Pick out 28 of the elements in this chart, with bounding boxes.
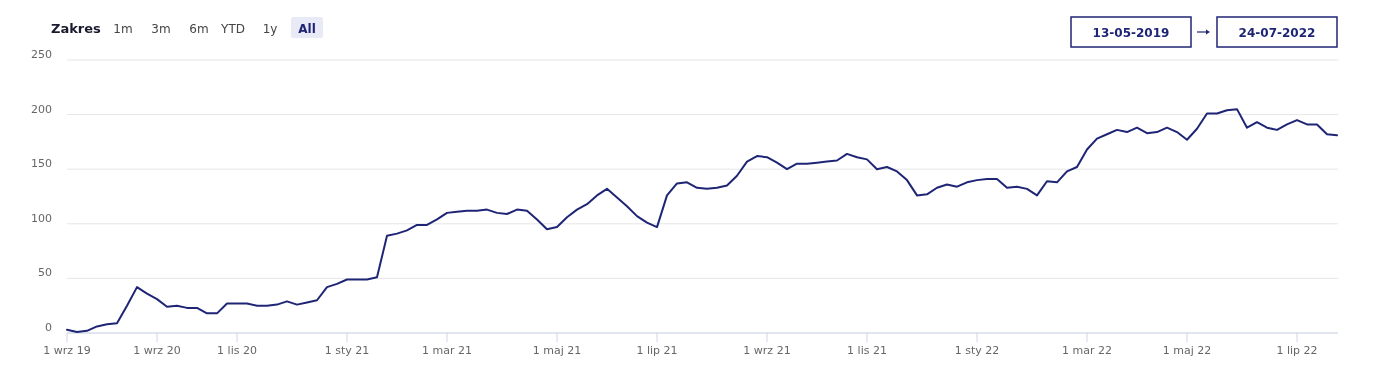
y-tick-label: 150 (31, 157, 52, 171)
x-tick-label: 1 lip 21 (636, 344, 678, 357)
y-tick-label: 0 (45, 321, 52, 334)
text: 13-05-2019 (1092, 26, 1170, 40)
y-tick-label: 250 (31, 48, 52, 61)
text: 1y (262, 22, 278, 36)
text: 24-07-2022 (1238, 26, 1316, 40)
text: All (298, 22, 316, 36)
y-tick-label: 200 (31, 102, 52, 116)
x-tick-label: 1 lis 20 (217, 344, 257, 357)
text: 3m (151, 22, 171, 36)
text: 1m (113, 22, 133, 36)
x-tick-label: 1 wrz 21 (743, 344, 791, 357)
x-tick-label: 1 sty 22 (954, 344, 1000, 357)
y-tick-label: 50 (38, 266, 52, 280)
x-tick-label: 1 lip 22 (1276, 344, 1318, 357)
x-tick-label: 1 wrz 19 (43, 344, 91, 357)
text: YTD (220, 22, 245, 36)
x-tick-label: 1 lis 21 (847, 344, 887, 357)
x-tick-label: 1 sty 21 (324, 344, 370, 357)
x-tick-label: 1 wrz 20 (133, 344, 181, 357)
x-tick-label: 1 maj 22 (1162, 344, 1212, 357)
y-tick-label: 100 (31, 211, 52, 225)
text: Zakres (51, 21, 102, 36)
x-tick-label: 1 mar 21 (422, 344, 472, 357)
text: 6m (189, 22, 209, 36)
x-tick-label: 1 maj 21 (532, 344, 582, 357)
x-tick-label: 1 mar 22 (1062, 344, 1112, 357)
